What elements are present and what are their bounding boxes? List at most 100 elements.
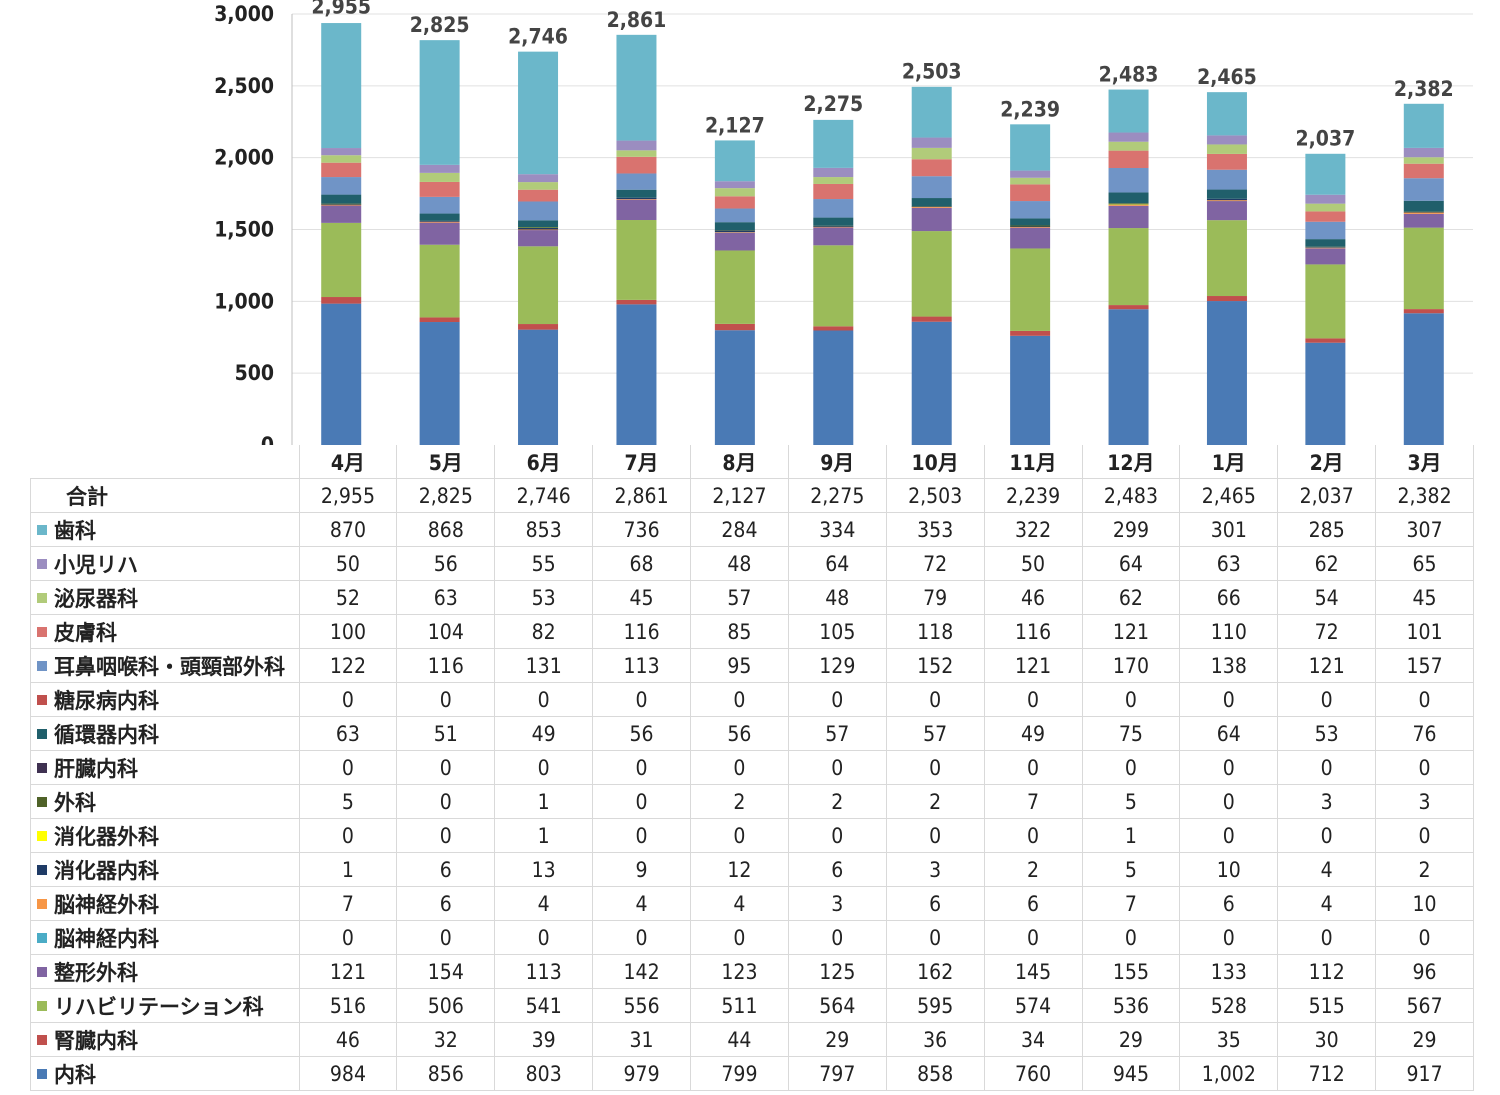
series-row: 外科 5 0 1 0 2 2 2 7 5 0 3 3 bbox=[30, 784, 1474, 819]
bar-segment bbox=[1108, 203, 1149, 204]
bar-segment bbox=[616, 173, 657, 190]
table-value: 3 bbox=[787, 886, 887, 921]
table-value: 0 bbox=[396, 818, 496, 853]
y-tick-label: 2,500 bbox=[214, 74, 274, 98]
table-value: 511 bbox=[690, 988, 789, 1023]
bar-segment bbox=[813, 226, 854, 228]
row-label: 小児リハ bbox=[30, 546, 300, 581]
bar-segment bbox=[714, 222, 755, 231]
table-value: 299 bbox=[1081, 512, 1181, 547]
bar-segment bbox=[616, 34, 657, 141]
bar-segment bbox=[321, 162, 362, 178]
bar-segment bbox=[813, 119, 854, 168]
table-value: 4 bbox=[592, 886, 691, 921]
table-value: 1 bbox=[494, 818, 594, 853]
table-value: 29 bbox=[1375, 1022, 1474, 1057]
table-value: 5 bbox=[1081, 784, 1181, 819]
table-value: 112 bbox=[1277, 954, 1377, 989]
bar-segment bbox=[1305, 342, 1346, 445]
bar-segment bbox=[616, 197, 657, 200]
series-row: 内科 984 856 803 979 799 797 858 760 945 1,002 712 917 bbox=[30, 1056, 1474, 1091]
row-label: 脳神経内科 bbox=[30, 920, 300, 955]
bar-segment bbox=[911, 321, 952, 445]
table-value: 736 bbox=[592, 512, 691, 547]
bar-segment bbox=[1108, 204, 1149, 205]
bar-segment bbox=[1305, 194, 1346, 204]
bar-segment bbox=[616, 304, 657, 445]
table-value: 45 bbox=[592, 580, 691, 615]
table-value: 0 bbox=[592, 750, 691, 785]
table-value: 0 bbox=[690, 750, 789, 785]
bar-segment bbox=[1010, 248, 1051, 331]
bar-segment bbox=[911, 206, 952, 208]
table-value: 2 bbox=[690, 784, 789, 819]
table-value: 0 bbox=[983, 920, 1083, 955]
table-value: 799 bbox=[690, 1056, 789, 1091]
table-value: 0 bbox=[298, 750, 398, 785]
table-value: 121 bbox=[1277, 648, 1377, 683]
bar-segment bbox=[1305, 211, 1346, 222]
table-value: 0 bbox=[1179, 682, 1279, 717]
bar-segment bbox=[616, 156, 657, 174]
bar-segment bbox=[911, 316, 952, 322]
legend-spacer bbox=[49, 494, 59, 504]
bar-segment bbox=[1010, 226, 1051, 227]
table-value: 6 bbox=[787, 852, 887, 887]
row-label-text: 循環器内科 bbox=[54, 722, 159, 747]
table-value: 2 bbox=[885, 784, 985, 819]
bar-segment bbox=[321, 205, 362, 223]
series-row: 消化器外科 0 0 1 0 0 0 0 0 1 0 0 0 bbox=[30, 818, 1474, 853]
table-value: 536 bbox=[1081, 988, 1181, 1023]
table-value: 516 bbox=[298, 988, 398, 1023]
bar-segment bbox=[616, 199, 657, 200]
bar-segment bbox=[813, 227, 854, 246]
table-value: 2,037 bbox=[1277, 478, 1377, 513]
row-label-text: 糖尿病内科 bbox=[54, 688, 159, 713]
table-value: 142 bbox=[592, 954, 691, 989]
row-label: 糖尿病内科 bbox=[30, 682, 300, 717]
legend-swatch bbox=[37, 796, 47, 807]
bar-segment bbox=[1010, 201, 1051, 219]
bar-segment bbox=[813, 226, 854, 227]
table-value: 2 bbox=[787, 784, 887, 819]
table-value: 44 bbox=[690, 1022, 789, 1057]
bar-segment bbox=[911, 198, 952, 207]
table-value: 307 bbox=[1375, 512, 1474, 547]
bar-segment bbox=[1305, 248, 1346, 265]
table-value: 4 bbox=[1277, 886, 1377, 921]
bar-segment bbox=[714, 230, 755, 231]
bar-segment bbox=[1206, 92, 1247, 136]
table-value: 3 bbox=[885, 852, 985, 887]
table-value: 2,955 bbox=[298, 478, 398, 513]
row-label: リハビリテーション科 bbox=[30, 988, 300, 1023]
bar-segment bbox=[1108, 141, 1149, 151]
bar-segment bbox=[911, 207, 952, 232]
table-value: 13 bbox=[494, 852, 594, 887]
bar-segment bbox=[1108, 192, 1149, 204]
bar-segment bbox=[419, 244, 460, 318]
series-row: 皮膚科 100 104 82 116 85 105 118 116 121 110 72 101 bbox=[30, 614, 1474, 649]
bar-segment bbox=[321, 148, 362, 156]
bar-segment bbox=[1010, 218, 1051, 226]
series-row: 歯科 870 868 853 736 284 334 353 322 299 301 285 307 bbox=[30, 512, 1474, 547]
bar-segment bbox=[1403, 212, 1444, 213]
legend-swatch bbox=[37, 830, 47, 841]
row-label: 消化器外科 bbox=[30, 818, 300, 853]
table-value: 0 bbox=[1179, 920, 1279, 955]
bar-segment bbox=[1206, 169, 1247, 190]
table-value: 6 bbox=[396, 886, 496, 921]
table-value: 2,825 bbox=[396, 478, 496, 513]
table-value: 4 bbox=[494, 886, 594, 921]
table-value: 0 bbox=[1179, 750, 1279, 785]
table-value: 57 bbox=[787, 716, 887, 751]
y-tick-label: 500 bbox=[235, 361, 274, 385]
table-value: 322 bbox=[983, 512, 1083, 547]
bar-segment bbox=[813, 177, 854, 184]
bar-segment bbox=[518, 201, 559, 221]
total-data-label: 2,465 bbox=[1197, 65, 1257, 89]
table-value: 853 bbox=[494, 512, 594, 547]
series-row: リハビリテーション科 516 506 541 556 511 564 595 574 536 528… bbox=[30, 988, 1474, 1023]
row-label: 循環器内科 bbox=[30, 716, 300, 751]
table-value: 0 bbox=[298, 920, 398, 955]
table-value: 0 bbox=[787, 920, 887, 955]
